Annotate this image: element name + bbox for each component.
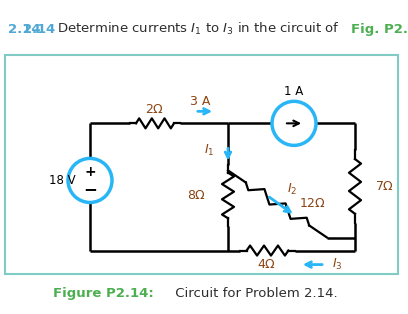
Text: Figure P2.14:: Figure P2.14: bbox=[53, 287, 154, 300]
Text: 8$\Omega$: 8$\Omega$ bbox=[187, 189, 206, 202]
Text: Circuit for Problem 2.14.: Circuit for Problem 2.14. bbox=[171, 287, 338, 300]
Text: 12$\Omega$: 12$\Omega$ bbox=[299, 197, 326, 210]
Text: 1 A: 1 A bbox=[284, 85, 304, 98]
Text: 3 A: 3 A bbox=[190, 95, 210, 108]
Text: $I_2$: $I_2$ bbox=[287, 182, 297, 197]
Text: $I_1$: $I_1$ bbox=[204, 143, 214, 158]
Text: +: + bbox=[84, 165, 96, 179]
Text: $I_3$: $I_3$ bbox=[332, 257, 343, 272]
Text: Determine currents $I_1$ to $I_3$ in the circuit of: Determine currents $I_1$ to $I_3$ in the… bbox=[57, 21, 340, 37]
Text: 18 V: 18 V bbox=[49, 174, 75, 187]
Text: 2$\Omega$: 2$\Omega$ bbox=[146, 103, 164, 116]
Text: 4$\Omega$: 4$\Omega$ bbox=[257, 258, 277, 271]
Text: −: − bbox=[83, 181, 97, 198]
Text: $\bf{2.14}$: $\bf{2.14}$ bbox=[22, 23, 57, 36]
Text: 7$\Omega$: 7$\Omega$ bbox=[375, 180, 394, 193]
Text: 2.14: 2.14 bbox=[8, 23, 41, 36]
Text: Fig. P2.14.: Fig. P2.14. bbox=[351, 23, 408, 36]
